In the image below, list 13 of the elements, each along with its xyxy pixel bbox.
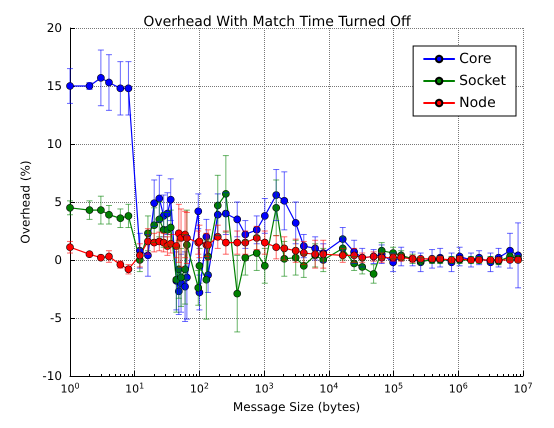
x-axis-title: Message Size (bytes) bbox=[232, 400, 360, 414]
chart-title: Overhead With Match Time Turned Off bbox=[143, 14, 411, 30]
legend-label: Core bbox=[459, 51, 492, 67]
legend-label: Node bbox=[459, 95, 496, 111]
y-tick-label: -10 bbox=[42, 369, 62, 383]
y-tick-label: 0 bbox=[54, 253, 62, 267]
y-tick-label: 20 bbox=[46, 21, 62, 35]
y-axis-title: Overhead (%) bbox=[18, 160, 32, 244]
legend-label: Socket bbox=[459, 73, 507, 89]
y-tick-label: 10 bbox=[46, 137, 62, 151]
y-tick-label: 15 bbox=[46, 79, 62, 93]
y-tick-label: 5 bbox=[54, 195, 62, 209]
y-tick-label: -5 bbox=[50, 311, 62, 325]
